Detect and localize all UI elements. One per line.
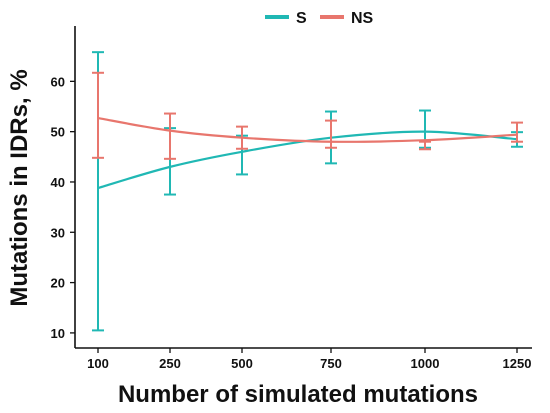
series-ns xyxy=(92,71,523,160)
legend: S NS xyxy=(265,10,374,27)
y-axis-title: Mutations in IDRs, % xyxy=(6,69,33,306)
y-tick-label: 40 xyxy=(51,175,65,190)
x-tick-label: 250 xyxy=(159,356,181,371)
y-tick-label: 30 xyxy=(51,225,65,240)
y-tick-label: 60 xyxy=(51,74,65,89)
series-s xyxy=(92,51,523,332)
series-line-s xyxy=(97,130,518,190)
x-tick-label: 750 xyxy=(320,356,342,371)
x-tick-label: 500 xyxy=(231,356,253,371)
legend-label-ns: NS xyxy=(351,10,374,27)
legend-label-s: S xyxy=(296,10,307,27)
axes: 10 20 30 40 50 60 100 250 500 750 1000 1250 xyxy=(51,26,532,371)
x-tick-label: 1000 xyxy=(411,356,440,371)
series-layer xyxy=(92,51,523,332)
y-tick-label: 20 xyxy=(51,276,65,291)
x-tick-label: 1250 xyxy=(503,356,532,371)
x-axis-title: Number of simulated mutations xyxy=(118,381,478,408)
x-tick-label: 100 xyxy=(87,356,109,371)
y-tick-label: 10 xyxy=(51,326,65,341)
y-tick-label: 50 xyxy=(51,125,65,140)
series-line-ns xyxy=(97,116,518,143)
